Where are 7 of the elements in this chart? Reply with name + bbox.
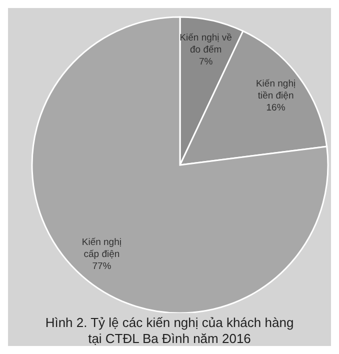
slice-label: Kiến nghị tiền điện bbox=[256, 78, 296, 101]
data-label: 77% bbox=[92, 260, 112, 272]
data-label: 7% bbox=[198, 56, 214, 67]
text: Hình 2. Tỷ lệ các kiến nghị của khách hàng tại CTĐL Ba Đình năm 2016 bbox=[44, 315, 295, 347]
data-label: 16% bbox=[266, 102, 286, 113]
pie-slice bbox=[31, 16, 329, 313]
slice-label: Kiến nghị cấp điện bbox=[82, 236, 122, 260]
